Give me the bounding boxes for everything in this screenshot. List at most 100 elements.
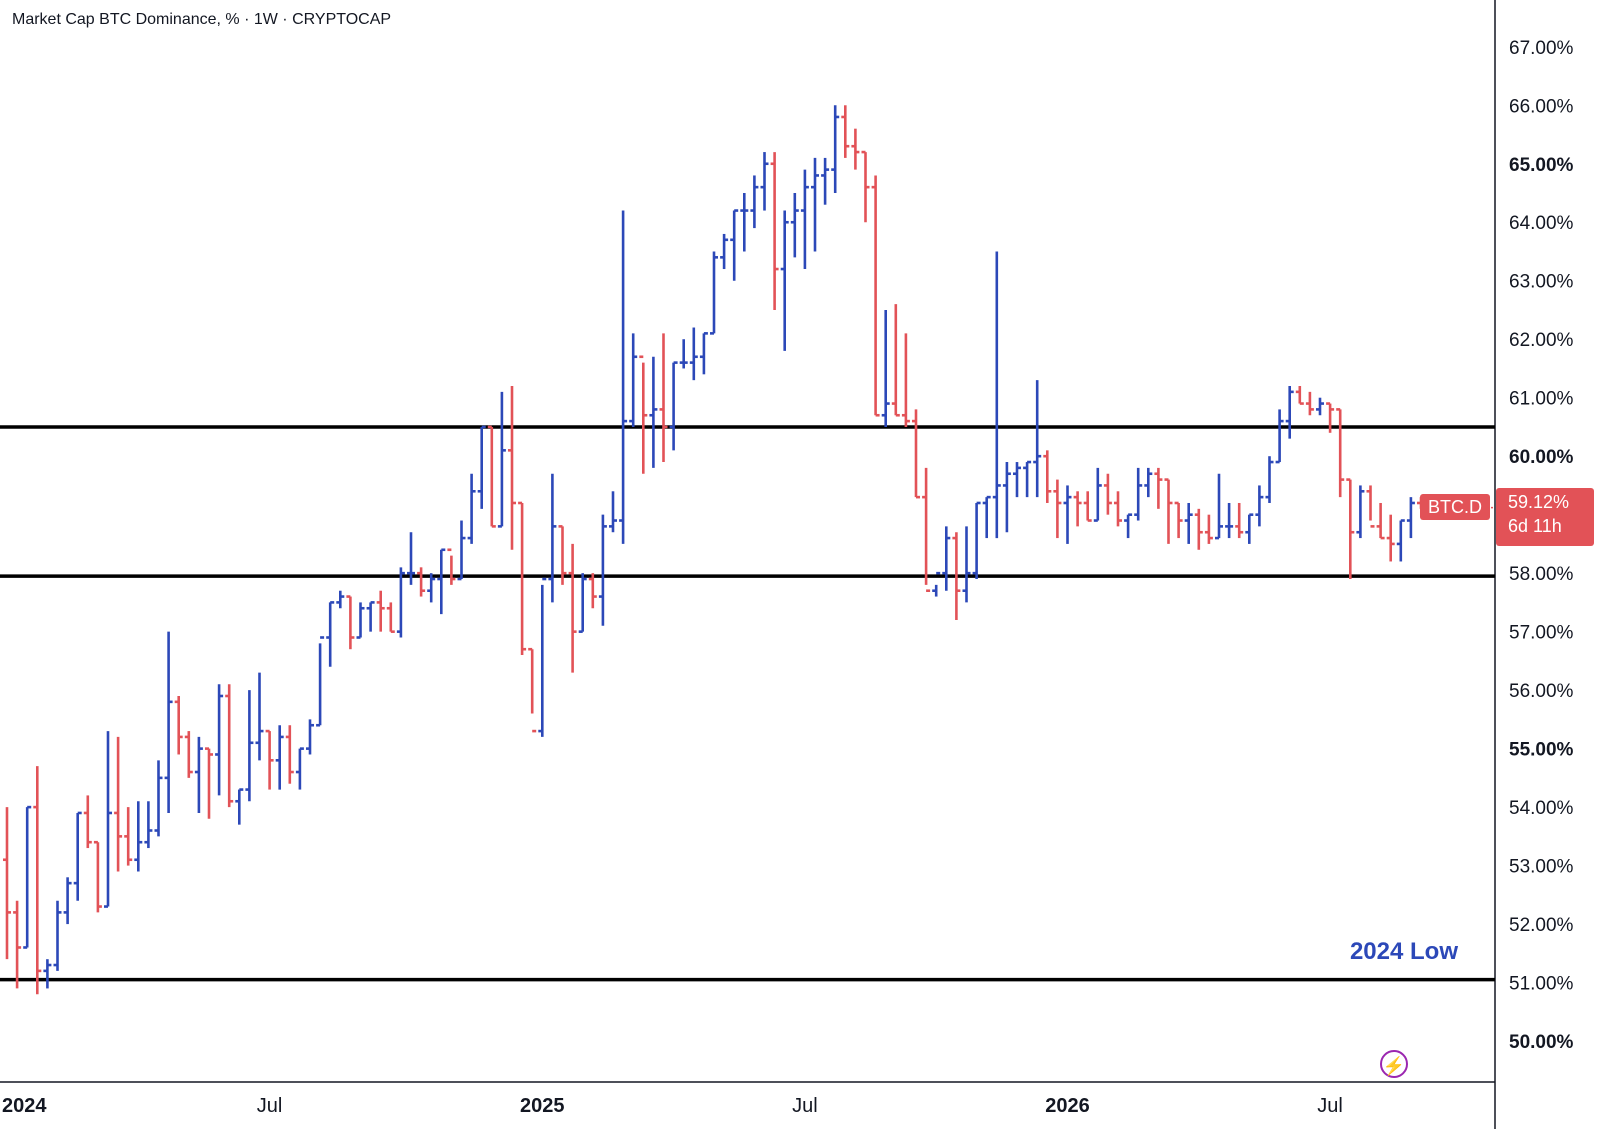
ohlc-bar (1255, 485, 1264, 527)
ohlc-bar (225, 684, 234, 808)
ohlc-bar (1164, 478, 1173, 544)
ohlc-bar (1346, 478, 1355, 580)
ohlc-bar (1063, 485, 1072, 544)
ohlc-bar (1265, 456, 1274, 503)
price-tick-label: 62.00% (1509, 330, 1574, 351)
ohlc-bar (1194, 508, 1203, 550)
price-tick-label: 64.00% (1509, 213, 1574, 234)
ohlc-bar (356, 602, 365, 639)
ohlc-bar (1396, 519, 1405, 562)
last-price-value: 59.12% (1508, 492, 1570, 512)
ohlc-bar (811, 157, 819, 252)
ohlc-bar (1366, 485, 1375, 528)
ohlc-bar (679, 339, 688, 369)
ohlc-bar (962, 526, 971, 603)
ohlc-bar (750, 175, 759, 229)
ohlc-bar (568, 543, 577, 673)
ohlc-bar (942, 526, 951, 591)
price-tick-label: 51.00% (1509, 974, 1574, 995)
price-tick-label: 58.00% (1509, 564, 1574, 585)
ohlc-bar (588, 573, 597, 609)
price-tick-label: 61.00% (1509, 389, 1574, 410)
ohlc-bar (780, 210, 789, 351)
price-tick-label: 53.00% (1509, 857, 1574, 878)
ohlc-bar (1083, 491, 1092, 522)
ohlc-bar (114, 736, 123, 872)
ohlc-bar (528, 647, 537, 733)
ohlc-bar (1053, 479, 1062, 539)
ohlc-bar (295, 747, 304, 790)
ohlc-bar (83, 795, 92, 849)
ohlc-bar (1154, 467, 1163, 509)
ohlc-bars (3, 105, 1495, 995)
ohlc-bar (639, 355, 648, 474)
ohlc-bar (467, 473, 476, 544)
ohlc-bar (881, 309, 890, 427)
ohlc-bar (33, 766, 42, 995)
ohlc-bar (1225, 502, 1234, 539)
time-tick-label: Jul (1317, 1095, 1343, 1117)
ohlc-bar (1023, 460, 1032, 498)
ohlc-bar (1316, 397, 1324, 416)
ohlc-bar (730, 209, 739, 281)
ohlc-bar (952, 532, 961, 620)
ohlc-bar (417, 567, 426, 597)
price-tick-label: 66.00% (1509, 96, 1574, 117)
time-tick-label: 2024 (2, 1095, 47, 1117)
ohlc-bar (164, 631, 173, 813)
ohlc-bar (265, 729, 274, 790)
symbol-label: BTC.D (1420, 494, 1490, 520)
ohlc-bar (740, 193, 749, 252)
ohlc-bar (43, 959, 52, 989)
ohlc-bar (760, 152, 769, 211)
ohlc-bar (366, 601, 375, 632)
price-tick-label: 52.00% (1509, 915, 1574, 936)
ohlc-bar (285, 725, 294, 784)
ohlc-bar (922, 467, 931, 593)
ohlc-bar (275, 725, 284, 790)
time-tick-label: Jul (257, 1095, 283, 1117)
lightning-bolt-icon[interactable]: ⚡ (1380, 1050, 1408, 1078)
ohlc-bar (1144, 467, 1153, 498)
ohlc-bar (407, 532, 415, 585)
ohlc-bar (1174, 501, 1183, 539)
ohlc-bar (689, 327, 698, 381)
ohlc-bar (53, 900, 62, 971)
ohlc-bar (104, 731, 112, 908)
ohlc-bar (1235, 502, 1244, 539)
price-tick-label: 54.00% (1509, 798, 1574, 819)
ohlc-bar (710, 251, 718, 335)
price-scale[interactable]: 67.00% 66.00% 65.00% 64.00% 63.00% 62.00% 61.0… (1509, 38, 1574, 1053)
ohlc-bar (609, 491, 617, 533)
ohlc-bar (134, 801, 143, 872)
price-tick-label: 55.00% (1509, 740, 1574, 761)
price-tick-label: 60.00% (1509, 447, 1574, 468)
ohlc-bar (1275, 409, 1284, 464)
ohlc-bar (831, 105, 840, 194)
ohlc-bar (598, 514, 607, 626)
ohlc-bar (124, 807, 133, 866)
ohlc-bar (1326, 402, 1335, 433)
ohlc-bar (1406, 497, 1415, 539)
ohlc-bar (63, 877, 72, 925)
ohlc-bar (1013, 462, 1021, 498)
ohlc-bar (871, 175, 880, 417)
ohlc-bar (154, 760, 163, 837)
ohlc-bar (215, 684, 224, 796)
ohlc-bar (306, 719, 314, 755)
ohlc-bar (518, 501, 527, 656)
ohlc-bar (1073, 491, 1082, 527)
ohlc-bar (376, 590, 385, 632)
ohlc-bar (1124, 513, 1133, 539)
ohlc-bar (184, 731, 193, 778)
ohlc-bar (1215, 473, 1223, 540)
ohlc-bar (437, 548, 446, 615)
time-scale[interactable]: 2024 Jul 2025 Jul 2026 Jul (2, 1095, 1343, 1117)
ohlc-bar (487, 425, 496, 528)
ohlc-bar (669, 361, 678, 451)
ohlc-bar (992, 251, 1001, 539)
ohlc-bar (1043, 450, 1052, 503)
price-tick-label: 56.00% (1509, 681, 1574, 702)
